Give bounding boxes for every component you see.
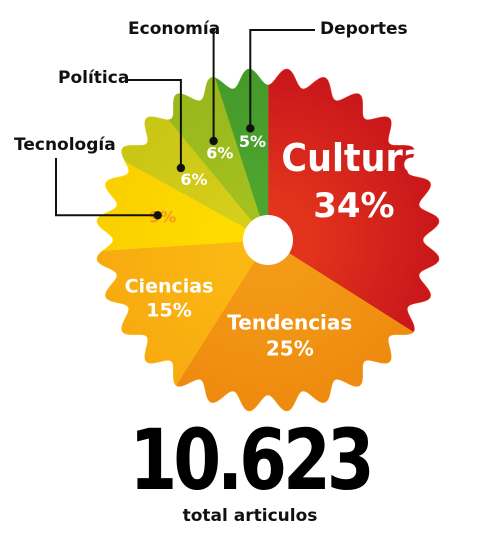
- slice-politica: [121, 116, 269, 241]
- slice-value-tendencias: 25%: [266, 337, 314, 361]
- callout-line-tecnologia: [55, 158, 158, 217]
- center-hole: [243, 215, 293, 265]
- total-label: total articulos: [182, 506, 318, 526]
- slice-value-deportes: 5%: [239, 132, 266, 151]
- slice-label-cultura: Cultura: [281, 135, 426, 180]
- slice-ciencias: [96, 239, 269, 386]
- slice-value-cultura: 34%: [313, 186, 394, 226]
- callout-label-tecnologia: Tecnología: [14, 135, 116, 155]
- slice-value-ciencias: 15%: [146, 300, 191, 322]
- slice-economia: [167, 77, 269, 241]
- callout-line-economia: [212, 29, 215, 141]
- callout-label-politica: Política: [58, 68, 129, 88]
- slice-deportes: [214, 68, 269, 241]
- slice-value-economia: 6%: [206, 143, 233, 162]
- slices-layer: [96, 68, 440, 412]
- slice-labels-layer: Cultura34%Tendencias25%Ciencias15%9%6%6%…: [125, 132, 427, 360]
- slice-value-tecnologia: 9%: [149, 207, 176, 226]
- callout-line-politica: [128, 79, 182, 168]
- total-count: 10.623: [129, 411, 374, 509]
- slice-tecnologia: [96, 160, 270, 251]
- callouts-layer: Tecnología Política Economía Deportes: [14, 19, 408, 220]
- slice-cultura: [267, 68, 440, 333]
- slice-label-ciencias: Ciencias: [125, 276, 214, 298]
- callout-line-deportes: [249, 29, 315, 129]
- slice-value-politica: 6%: [180, 170, 207, 189]
- callout-label-economia: Economía: [128, 19, 220, 39]
- slice-label-tendencias: Tendencias: [227, 311, 352, 335]
- slice-tendencias: [175, 239, 414, 412]
- callout-label-deportes: Deportes: [320, 19, 408, 39]
